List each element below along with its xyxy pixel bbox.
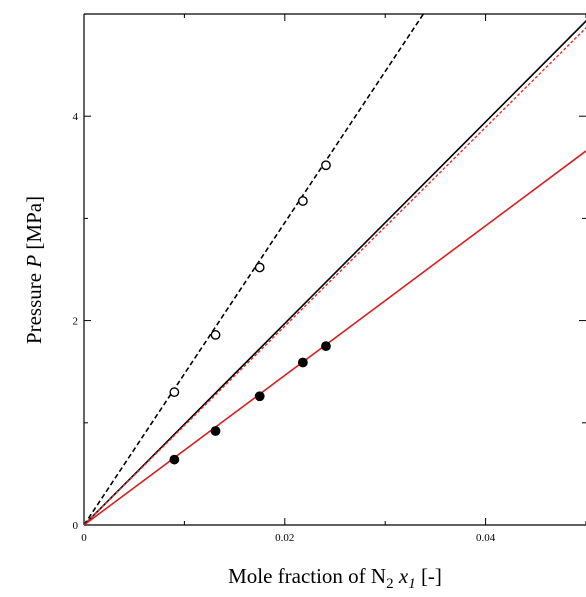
y-tick-label: 2 xyxy=(73,316,79,328)
series-line-2 xyxy=(84,26,586,525)
y-tick-label: 4 xyxy=(73,111,79,123)
marker-layer xyxy=(169,160,331,465)
series-line-3 xyxy=(84,150,586,525)
x-tick-label: 0 xyxy=(81,532,87,544)
y-axis-label-prefix: Pressure xyxy=(22,268,46,344)
y-axis-label-unit: [MPa] xyxy=(22,196,46,250)
x-axis-label: Mole fraction of N2 x1 [-] xyxy=(228,564,442,592)
y-axis: 0 2 4 xyxy=(73,13,586,532)
data-point-filled xyxy=(321,341,331,352)
x-axis-label-prefix: Mole fraction of N xyxy=(228,564,386,588)
x-axis: 0 0.02 0.04 xyxy=(81,14,586,544)
y-axis-label: Pressure P [MPa] xyxy=(22,196,46,344)
series-layer xyxy=(84,14,586,525)
data-point-open xyxy=(297,196,308,206)
plot-frame xyxy=(83,13,586,526)
y-axis-label-variable: P xyxy=(22,255,46,269)
data-point-filled xyxy=(254,391,265,402)
data-point-open xyxy=(254,262,265,273)
x-tick-label: 0.04 xyxy=(476,532,496,544)
y-tick-label: 0 xyxy=(73,520,79,532)
series-line-1 xyxy=(84,19,586,525)
x-axis-label-subscript: 2 xyxy=(386,576,394,592)
x-tick-label: 0.02 xyxy=(275,532,294,544)
data-point-filled xyxy=(297,357,308,368)
data-point-open xyxy=(321,160,331,171)
data-point-open xyxy=(210,330,221,340)
x-axis-label-variable-subscript: 1 xyxy=(408,576,416,592)
x-axis-label-unit: [-] xyxy=(421,564,442,588)
data-point-open xyxy=(169,387,180,398)
series-line-0 xyxy=(84,14,425,525)
data-point-filled xyxy=(169,454,180,465)
data-point-filled xyxy=(210,426,221,436)
x-axis-label-variable: x xyxy=(398,564,409,588)
